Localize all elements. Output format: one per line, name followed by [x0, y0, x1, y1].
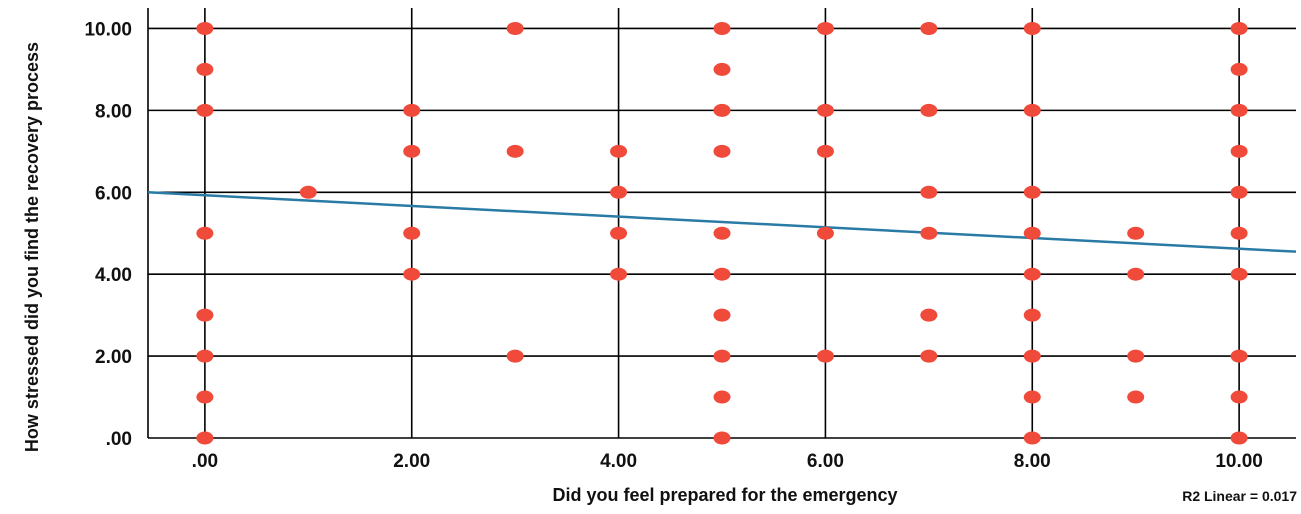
data-point [713, 349, 731, 363]
data-point [1023, 349, 1041, 363]
data-point [506, 349, 524, 363]
data-point [1230, 21, 1248, 35]
data-point [1023, 226, 1041, 240]
data-point [1230, 431, 1248, 445]
data-point [196, 21, 214, 35]
y-tick-label: 4.00 [95, 265, 132, 286]
data-point [403, 226, 421, 240]
data-point [196, 308, 214, 322]
x-tick-labels: .00 2.00 4.00 6.00 8.00 10.00 [192, 451, 1263, 472]
data-point [1230, 185, 1248, 199]
data-point [196, 390, 214, 404]
y-tick-label: 8.00 [95, 101, 132, 122]
y-tick-label: 10.00 [84, 19, 132, 40]
data-point [920, 226, 938, 240]
data-point [816, 144, 834, 158]
data-point [1230, 144, 1248, 158]
data-point [1230, 349, 1248, 363]
data-point [403, 267, 421, 281]
data-point [1127, 267, 1145, 281]
data-point [1023, 390, 1041, 404]
data-point [713, 144, 731, 158]
data-point [196, 62, 214, 76]
data-point [610, 267, 628, 281]
fit-line-group [147, 191, 1297, 253]
data-point [1230, 62, 1248, 76]
y-tick-labels: .00 2.00 4.00 6.00 8.00 10.00 [84, 19, 132, 450]
x-tick-label: 2.00 [393, 451, 430, 472]
data-point [1023, 431, 1041, 445]
data-point [920, 103, 938, 117]
data-point [299, 185, 317, 199]
data-point [713, 226, 731, 240]
y-tick-label: 6.00 [95, 183, 132, 204]
data-point [1230, 390, 1248, 404]
data-point [610, 144, 628, 158]
data-point [713, 21, 731, 35]
x-tick-label: 6.00 [807, 451, 844, 472]
y-tick-label: .00 [106, 429, 132, 450]
data-point [1023, 267, 1041, 281]
data-point [1023, 21, 1041, 35]
data-point [920, 21, 938, 35]
x-tick-label: 8.00 [1014, 451, 1051, 472]
data-point [713, 308, 731, 322]
x-tick-label: 4.00 [600, 451, 637, 472]
data-point [713, 390, 731, 404]
data-point [713, 103, 731, 117]
data-point [920, 308, 938, 322]
data-point [920, 185, 938, 199]
data-point [1023, 185, 1041, 199]
x-tick-label: .00 [192, 451, 218, 472]
data-point [196, 431, 214, 445]
data-point [403, 103, 421, 117]
x-axis-title: Did you feel prepared for the emergency [552, 485, 897, 505]
data-point [196, 349, 214, 363]
data-point [713, 267, 731, 281]
y-tick-label: 2.00 [95, 347, 132, 368]
data-point [1127, 226, 1145, 240]
y-axis-title: How stressed did you find the recovery p… [22, 42, 42, 452]
data-point [713, 62, 731, 76]
data-point [403, 144, 421, 158]
data-point [506, 144, 524, 158]
data-points [196, 21, 1248, 445]
x-tick-label: 10.00 [1215, 451, 1263, 472]
data-point [1127, 390, 1145, 404]
data-point [1023, 308, 1041, 322]
data-point [610, 185, 628, 199]
data-point [816, 21, 834, 35]
data-point [196, 103, 214, 117]
regression-line [147, 191, 1297, 253]
data-point [1230, 226, 1248, 240]
data-point [1127, 349, 1145, 363]
data-point [196, 226, 214, 240]
data-point [1230, 267, 1248, 281]
data-point [816, 349, 834, 363]
data-point [920, 349, 938, 363]
data-point [610, 226, 628, 240]
data-point [816, 226, 834, 240]
r2-annotation: R2 Linear = 0.017 [1182, 488, 1297, 504]
data-point [816, 103, 834, 117]
data-point [713, 431, 731, 445]
data-point [1230, 103, 1248, 117]
data-point [506, 21, 524, 35]
data-point [1023, 103, 1041, 117]
